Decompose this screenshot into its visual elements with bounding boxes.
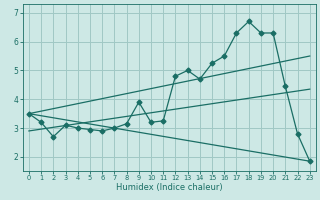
X-axis label: Humidex (Indice chaleur): Humidex (Indice chaleur): [116, 183, 223, 192]
